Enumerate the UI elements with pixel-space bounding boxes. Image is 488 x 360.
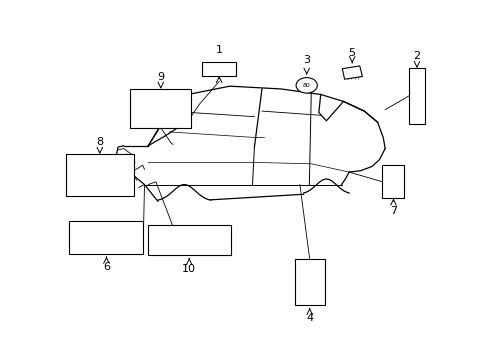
Bar	[410, 79, 422, 80]
Text: 8: 8	[96, 137, 103, 147]
Circle shape	[153, 94, 168, 105]
Bar	[149, 227, 194, 233]
Polygon shape	[174, 112, 186, 120]
Text: 4: 4	[305, 314, 313, 324]
Bar	[147, 225, 230, 255]
Bar	[410, 86, 422, 87]
Circle shape	[133, 94, 148, 105]
Bar	[130, 89, 191, 128]
Circle shape	[173, 94, 188, 105]
Bar	[410, 109, 422, 110]
Bar	[65, 154, 134, 161]
Bar	[202, 62, 236, 76]
Bar	[69, 221, 143, 254]
Text: 2: 2	[412, 51, 420, 61]
Text: 9: 9	[157, 72, 164, 82]
Bar	[410, 74, 422, 75]
Circle shape	[295, 77, 317, 93]
Text: 1: 1	[215, 45, 222, 55]
Bar	[410, 116, 422, 117]
Bar	[410, 95, 422, 96]
Bar	[408, 68, 424, 123]
Bar	[410, 93, 422, 94]
Polygon shape	[342, 66, 362, 79]
Bar	[410, 72, 422, 73]
Circle shape	[157, 114, 164, 120]
Circle shape	[156, 96, 165, 103]
Bar	[385, 188, 401, 195]
Text: 7: 7	[389, 206, 396, 216]
Polygon shape	[135, 112, 147, 120]
Text: 80: 80	[302, 83, 310, 88]
Polygon shape	[154, 112, 166, 120]
Bar	[410, 102, 422, 103]
Bar	[298, 294, 320, 303]
Bar	[205, 243, 228, 252]
Text: 10: 10	[182, 264, 196, 274]
Bar	[382, 165, 404, 198]
Bar	[294, 260, 324, 305]
Text: 3: 3	[303, 55, 309, 65]
Text: 5: 5	[348, 49, 355, 58]
Bar	[410, 111, 422, 112]
Bar	[65, 154, 134, 195]
Text: 6: 6	[102, 262, 110, 272]
